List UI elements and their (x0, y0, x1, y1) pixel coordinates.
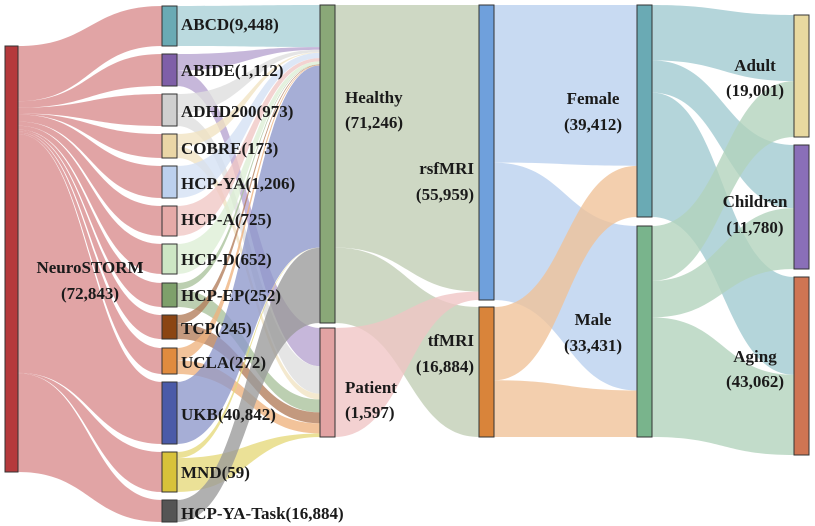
node-value-male: (33,431) (564, 336, 622, 355)
sankey-labels: NeuroSTORM (72,843) ABCD(9,448) ABIDE(1,… (36, 15, 788, 523)
node-bar-abide (161, 53, 178, 87)
node-bar-tfmri (478, 306, 495, 438)
link-cobre-to-healthy (177, 52, 320, 147)
node-bar-adhd (161, 93, 178, 127)
link-mnd-to-healthy (177, 247, 320, 459)
node-bar-hcpya (161, 165, 178, 199)
node-bar-female (636, 4, 653, 218)
link-tcp-to-patient (177, 323, 320, 424)
node-bar-children (793, 144, 810, 270)
node-bar-mnd (161, 451, 178, 493)
link-male-to-aging (652, 317, 794, 455)
link-abide-to-healthy (177, 47, 320, 71)
node-label-ucla: UCLA(272) (181, 353, 266, 372)
sankey-links (18, 5, 794, 523)
link-ukb-to-healthy (177, 65, 320, 444)
link-root-to-hcpd (18, 125, 162, 274)
node-label-ukb: UKB(40,842) (181, 405, 276, 424)
node-label-aging: Aging (733, 347, 777, 366)
link-hcpep-to-healthy (177, 64, 320, 290)
link-root-to-abcd (18, 6, 162, 102)
link-root-to-abide (18, 54, 162, 108)
link-root-to-ucla (18, 132, 162, 374)
node-label-male: Male (575, 310, 612, 329)
node-value-healthy: (71,246) (345, 113, 403, 132)
link-female-to-adult (652, 5, 794, 82)
link-hcpya-to-healthy (177, 52, 320, 199)
link-hcpd-to-healthy (177, 61, 320, 274)
node-label-healthy: Healthy (345, 88, 403, 107)
link-root-to-hcpep (18, 129, 162, 307)
node-label-adhd200: ADHD200(973) (181, 102, 293, 121)
link-root-to-ukb (18, 134, 162, 444)
node-value-neurostorm: (72,843) (61, 284, 119, 303)
node-bar-male (636, 225, 653, 438)
node-label-hcp-ep: HCP-EP(252) (181, 286, 281, 305)
node-label-patient: Patient (345, 378, 397, 397)
node-label-hcp-a: HCP-A(725) (181, 210, 272, 229)
node-value-adult: (19,001) (726, 81, 784, 100)
node-bar-root (4, 45, 19, 473)
node-value-aging: (43,062) (726, 372, 784, 391)
node-bar-adult (793, 14, 810, 138)
link-ucla-to-healthy (177, 64, 320, 361)
node-bar-healthy (319, 4, 336, 324)
link-root-to-hcptask (18, 373, 162, 522)
link-tfmri-to-female (494, 165, 637, 381)
link-healthy-to-rsfmri (335, 5, 479, 292)
node-value-children: (11,780) (726, 218, 783, 237)
link-male-to-adult (652, 81, 794, 281)
node-label-rsfmri: rsfMRI (419, 159, 474, 178)
link-hcpa-to-healthy (177, 58, 320, 237)
node-label-neurostorm: NeuroSTORM (36, 258, 143, 277)
node-label-abcd: ABCD(9,448) (181, 15, 279, 34)
sankey-nodes (4, 4, 810, 523)
link-tfmri-to-male (494, 380, 637, 437)
link-male-to-children (652, 208, 794, 318)
link-rsfmri-to-female (494, 5, 637, 166)
node-label-tcp: TCP(245) (181, 319, 252, 338)
node-bar-cobre (161, 133, 178, 159)
node-label-cobre: COBRE(173) (181, 139, 278, 158)
node-bar-aging (793, 276, 810, 456)
link-patient-to-rsfmri (335, 291, 479, 437)
node-bar-hcptask (161, 499, 178, 523)
link-tcp-to-healthy (177, 64, 320, 324)
node-label-female: Female (567, 89, 620, 108)
node-bar-hcpd (161, 243, 178, 275)
node-label-adult: Adult (734, 56, 776, 75)
node-value-tfmri: (16,884) (416, 357, 474, 376)
link-root-to-adhd (18, 94, 162, 126)
node-label-tfmri: tfMRI (428, 331, 475, 350)
node-label-children: Children (723, 192, 788, 211)
node-bar-hcpa (161, 205, 178, 237)
link-root-to-cobre (18, 113, 162, 158)
link-female-to-children (652, 60, 794, 209)
node-bar-tcp (161, 314, 178, 340)
node-value-rsfmri: (55,959) (416, 185, 474, 204)
node-label-hcp-ya-task: HCP-YA-Task(16,884) (181, 504, 344, 523)
node-label-hcp-ya: HCP-YA(1,206) (181, 174, 295, 193)
node-value-female: (39,412) (564, 115, 622, 134)
node-value-patient: (1,597) (345, 403, 395, 422)
node-bar-patient (319, 327, 336, 438)
link-adhd-to-healthy (177, 49, 320, 114)
link-abcd-to-healthy (177, 5, 320, 48)
link-abide-to-patient (177, 70, 320, 367)
node-bar-ucla (161, 347, 178, 375)
link-root-to-hcpya (18, 114, 162, 198)
node-label-abide: ABIDE(1,112) (181, 61, 283, 80)
node-bar-ukb (161, 381, 178, 445)
link-root-to-mnd (18, 372, 162, 492)
node-label-mnd: MND(59) (181, 463, 250, 482)
link-hcptask-to-healthy (177, 247, 320, 523)
link-root-to-tcp (18, 131, 162, 339)
node-bar-rsfmri (478, 4, 495, 301)
node-bar-abcd (161, 5, 178, 47)
node-bar-hcpep (161, 282, 178, 308)
link-female-to-aging (652, 92, 794, 375)
link-root-to-hcpa (18, 121, 162, 236)
node-label-hcp-d: HCP-D(652) (181, 250, 272, 269)
